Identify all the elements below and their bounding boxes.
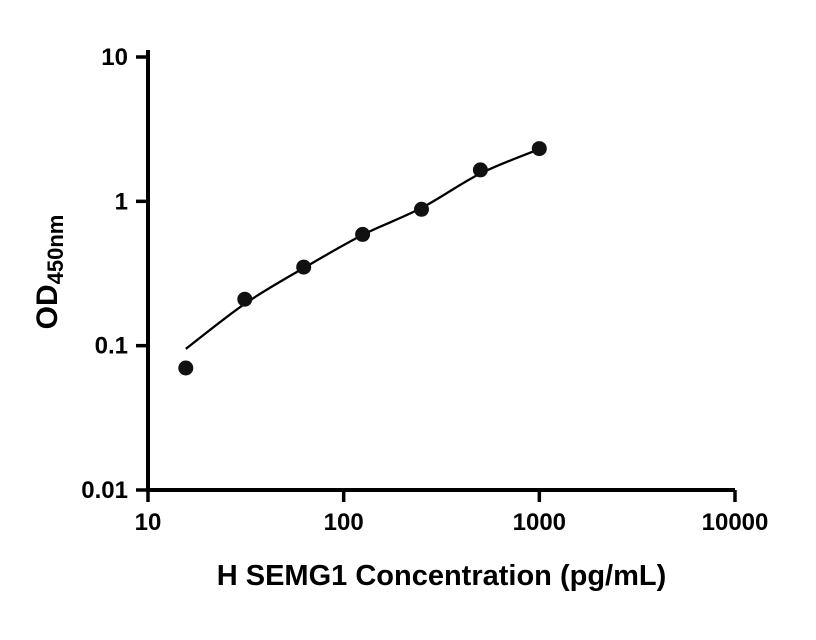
data-point — [531, 141, 547, 157]
data-point — [296, 259, 312, 275]
x-axis-tick-label: 1000 — [513, 509, 566, 536]
data-point — [414, 201, 429, 217]
data-point — [472, 162, 488, 178]
y-axis-tick-label: 10 — [101, 44, 128, 71]
data-point — [237, 291, 253, 307]
y-axis-tick-label: 1 — [115, 188, 128, 215]
data-point — [355, 226, 371, 242]
y-axis-tick-label: 0.01 — [81, 477, 128, 504]
y-axis-title-subscript: 450nm — [43, 214, 68, 285]
fit-line — [185, 148, 540, 350]
axis-spines — [146, 50, 735, 492]
x-axis-tick-label: 10 — [135, 509, 162, 536]
x-axis-tick-label: 100 — [324, 509, 364, 536]
y-axis-title: OD450nm — [28, 122, 68, 422]
y-axis-title-main: OD — [31, 284, 64, 330]
y-axis-tick-label: 0.1 — [95, 333, 128, 360]
x-axis-title: H SEMG1 Concentration (pg/mL) — [216, 560, 667, 592]
data-point — [178, 360, 194, 376]
x-axis-tick-label: 10000 — [702, 509, 769, 536]
